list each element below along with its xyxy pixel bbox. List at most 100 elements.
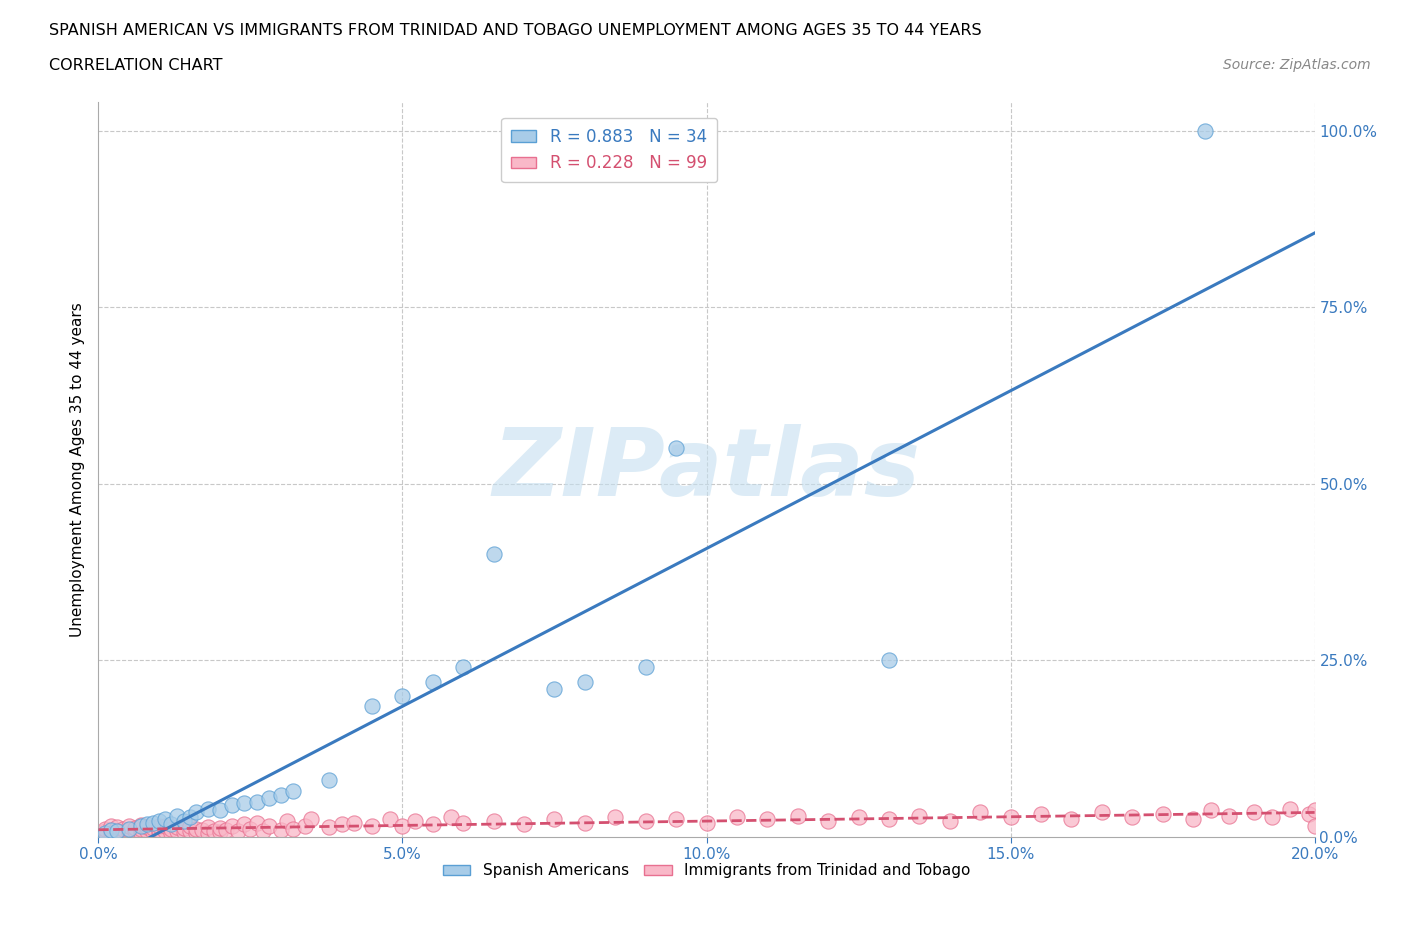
Point <box>1279 802 1302 817</box>
Point <box>148 818 170 833</box>
Point <box>665 812 688 827</box>
Point <box>422 817 444 831</box>
Point <box>330 817 353 831</box>
Point <box>969 804 991 819</box>
Point <box>93 824 115 839</box>
Point <box>380 812 402 827</box>
Point <box>93 826 115 841</box>
Point <box>93 821 115 836</box>
Point <box>105 819 128 834</box>
Point <box>1029 807 1052 822</box>
Point <box>100 822 122 837</box>
Point <box>233 796 256 811</box>
Point <box>148 822 170 837</box>
Point <box>233 817 256 831</box>
Point <box>257 790 280 805</box>
Point <box>184 826 207 841</box>
Point <box>166 824 188 839</box>
Point <box>184 804 207 819</box>
Point <box>605 810 627 825</box>
Point <box>281 821 304 836</box>
Point <box>166 808 188 823</box>
Point <box>215 822 238 837</box>
Point <box>665 441 688 456</box>
Point <box>877 653 900 668</box>
Point <box>105 827 128 842</box>
Point <box>318 773 340 788</box>
Point <box>257 819 280 834</box>
Point <box>184 821 207 836</box>
Point <box>848 810 870 825</box>
Point <box>129 822 152 837</box>
Point <box>160 817 183 831</box>
Point <box>482 547 505 562</box>
Point <box>100 819 122 834</box>
Point <box>160 825 183 840</box>
Point <box>294 818 316 833</box>
Point <box>1182 812 1205 827</box>
Point <box>173 814 195 829</box>
Point <box>136 824 159 839</box>
Point <box>179 810 201 825</box>
Y-axis label: Unemployment Among Ages 35 to 44 years: Unemployment Among Ages 35 to 44 years <box>69 302 84 637</box>
Point <box>513 817 536 831</box>
Point <box>725 810 748 825</box>
Point <box>209 825 232 840</box>
Point <box>148 814 170 829</box>
Point <box>173 820 195 835</box>
Point <box>239 821 262 836</box>
Point <box>482 814 505 829</box>
Point <box>118 822 141 837</box>
Point <box>281 784 304 799</box>
Point <box>634 814 657 829</box>
Text: Source: ZipAtlas.com: Source: ZipAtlas.com <box>1223 58 1371 72</box>
Point <box>1194 123 1216 138</box>
Point <box>155 819 177 834</box>
Point <box>696 816 718 830</box>
Point <box>543 812 565 827</box>
Point <box>100 825 122 840</box>
Point <box>1218 808 1240 823</box>
Point <box>1303 819 1326 834</box>
Point <box>191 822 214 837</box>
Point <box>1261 810 1284 825</box>
Point <box>197 802 219 817</box>
Point <box>93 826 115 841</box>
Text: ZIPatlas: ZIPatlas <box>492 424 921 515</box>
Point <box>197 825 219 840</box>
Point <box>1152 807 1174 822</box>
Point <box>252 823 274 838</box>
Point <box>148 826 170 841</box>
Point <box>276 814 298 829</box>
Point <box>574 674 596 689</box>
Point <box>391 818 413 833</box>
Point <box>202 823 225 838</box>
Point <box>453 660 475 675</box>
Point <box>209 820 232 835</box>
Point <box>136 819 159 834</box>
Point <box>877 812 900 827</box>
Point <box>404 814 426 829</box>
Point <box>1000 810 1022 825</box>
Point <box>361 698 384 713</box>
Text: CORRELATION CHART: CORRELATION CHART <box>49 58 222 73</box>
Point <box>786 808 808 823</box>
Point <box>129 817 152 832</box>
Point <box>129 819 152 834</box>
Point <box>574 816 596 830</box>
Point <box>197 819 219 834</box>
Point <box>440 810 463 825</box>
Point <box>100 822 122 837</box>
Point <box>142 820 165 835</box>
Point <box>179 823 201 838</box>
Point <box>226 824 249 839</box>
Point <box>1298 807 1320 822</box>
Point <box>124 820 146 835</box>
Point <box>105 823 128 838</box>
Point <box>543 681 565 696</box>
Point <box>111 825 134 840</box>
Point <box>142 825 165 840</box>
Point <box>1303 803 1326 817</box>
Point <box>166 819 188 834</box>
Point <box>1243 804 1265 819</box>
